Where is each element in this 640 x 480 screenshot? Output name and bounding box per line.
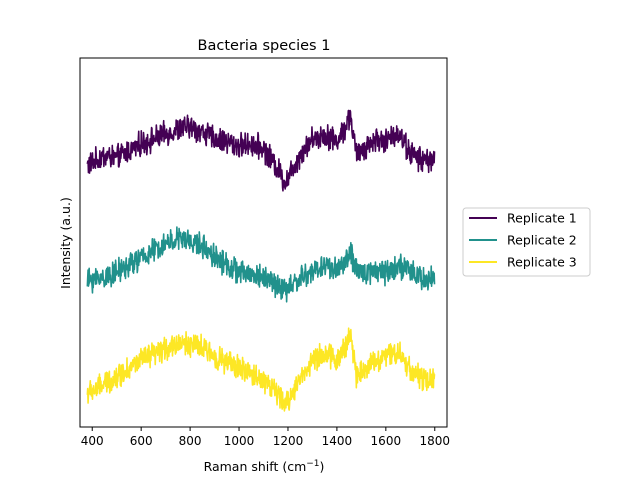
x-tick-label: 1000	[224, 434, 255, 448]
x-tick-label: 400	[81, 434, 104, 448]
x-tick-label: 800	[179, 434, 202, 448]
x-tick-label: 1800	[419, 434, 450, 448]
legend-label-replicate-2: Replicate 2	[507, 233, 577, 248]
series-line-replicate-3	[86, 327, 436, 412]
legend-label-replicate-1: Replicate 1	[507, 211, 577, 226]
x-tick-label: 1400	[322, 434, 353, 448]
x-tick-label: 600	[130, 434, 153, 448]
x-tick-label: 1600	[371, 434, 402, 448]
x-axis-label: Raman shift (cm−1)	[204, 459, 325, 474]
y-axis-label: Intensity (a.u.)	[58, 197, 73, 289]
legend-label-replicate-3: Replicate 3	[507, 255, 577, 270]
chart-title: Bacteria species 1	[198, 38, 331, 54]
series-line-replicate-1	[86, 109, 436, 192]
series-line-replicate-2	[86, 226, 436, 303]
plot-frame	[79, 57, 448, 428]
legend: Replicate 1 Replicate 2 Replicate 3	[462, 207, 591, 277]
x-tick-label: 1200	[273, 434, 304, 448]
series-group	[86, 109, 436, 412]
x-axis-ticks: 400 600 800 1000 1200 1400 1600 1800	[81, 427, 450, 448]
legend-box	[462, 207, 591, 277]
